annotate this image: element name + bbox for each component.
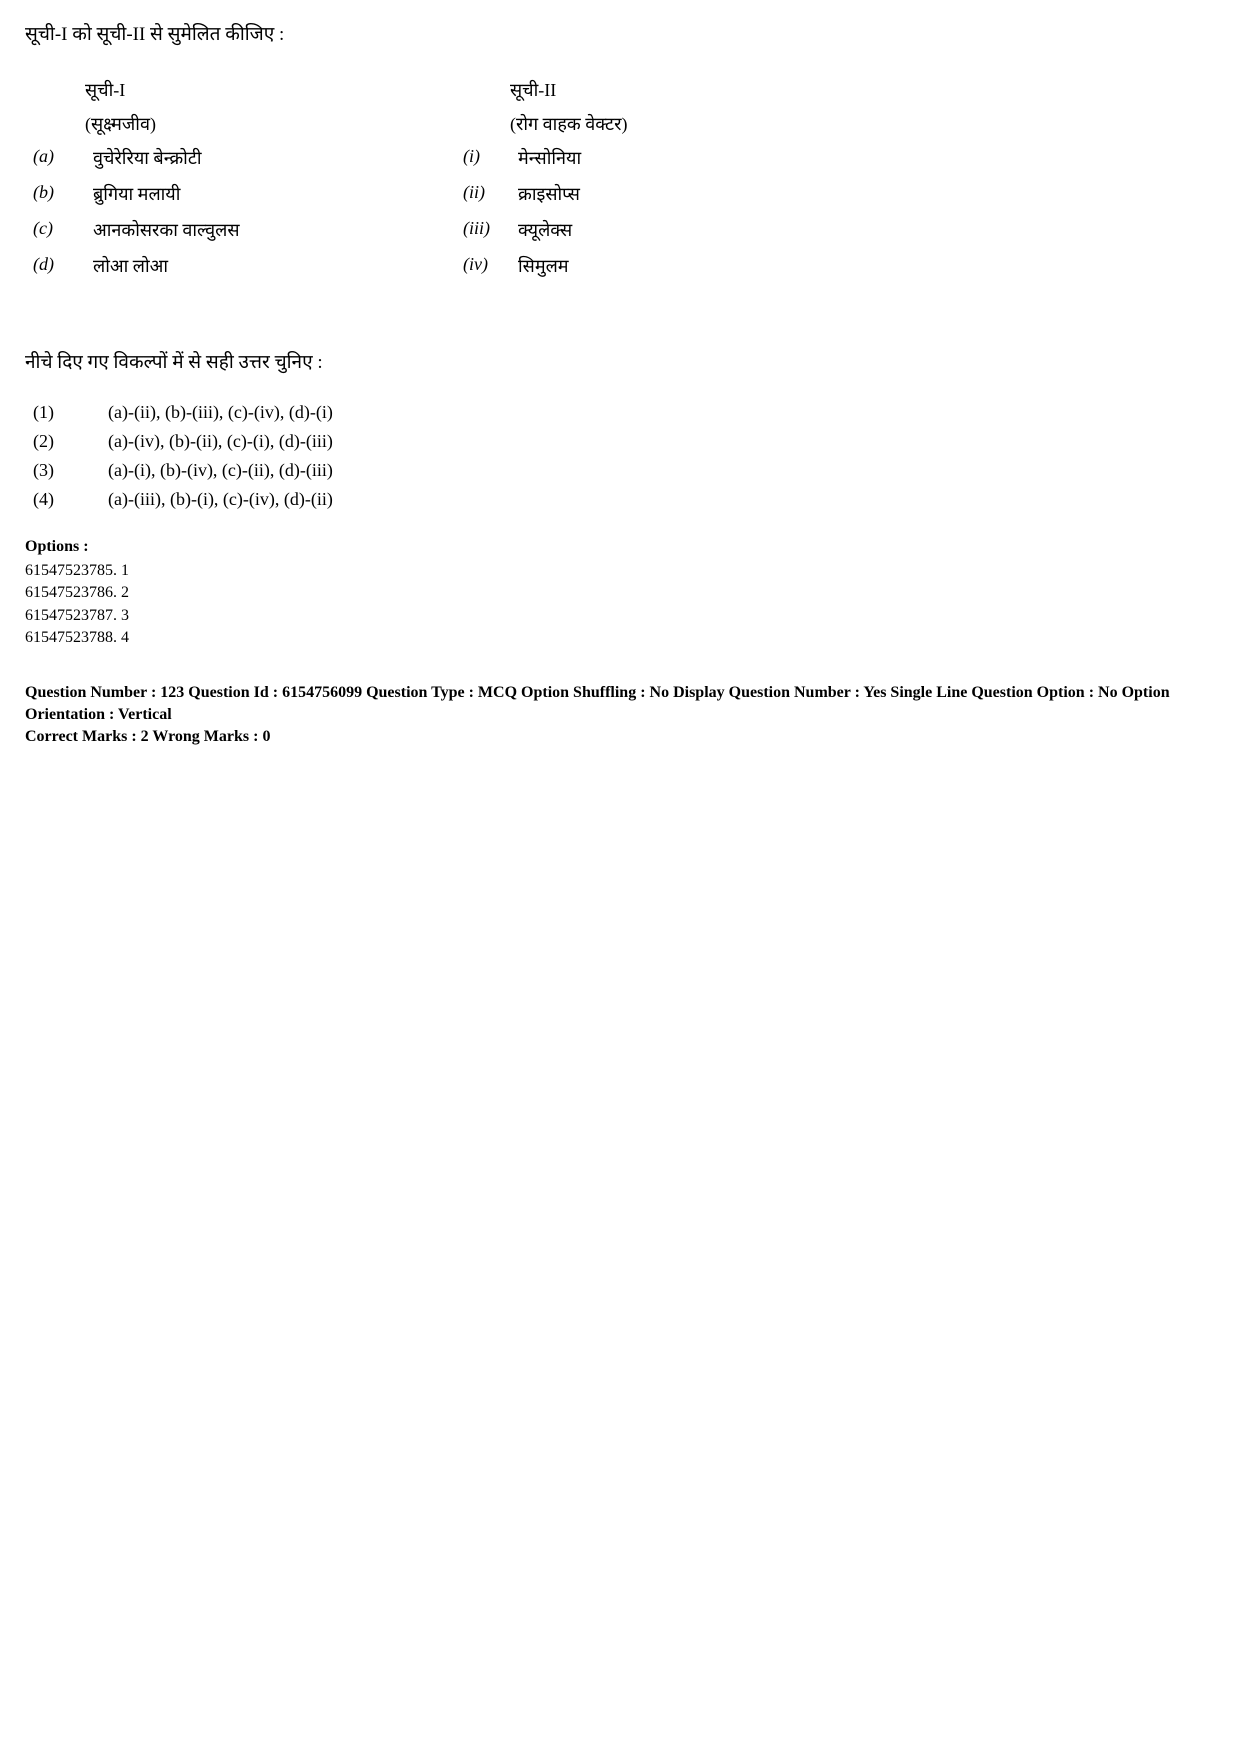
answer-text: (a)-(ii), (b)-(iii), (c)-(iv), (d)-(i) (108, 402, 1215, 423)
answer-row: (2) (a)-(iv), (b)-(ii), (c)-(i), (d)-(ii… (25, 431, 1215, 452)
right-label: (i) (463, 146, 518, 170)
right-text: सिमुलम (518, 254, 1215, 278)
answer-row: (1) (a)-(ii), (b)-(iii), (c)-(iv), (d)-(… (25, 402, 1215, 423)
options-heading: Options : (25, 538, 1215, 556)
right-label: (iii) (463, 218, 518, 242)
right-text: मेन्सोनिया (518, 146, 1215, 170)
answer-text: (a)-(i), (b)-(iv), (c)-(ii), (d)-(iii) (108, 460, 1215, 481)
match-row: (a) वुचेरेरिया बेन्क्रोटी (i) मेन्सोनिया (25, 146, 1215, 170)
option-line: 61547523788. 4 (25, 627, 1215, 649)
match-row: (c) आनकोसरका वाल्वुलस (iii) क्यूलेक्स (25, 218, 1215, 242)
answer-number: (3) (25, 460, 108, 481)
match-row: (b) ब्रुगिया मलायी (ii) क्राइसोप्स (25, 182, 1215, 206)
list2-subtitle: (रोग वाहक वेक्टर) (510, 112, 1215, 136)
option-line: 61547523786. 2 (25, 582, 1215, 604)
left-label: (a) (25, 146, 93, 170)
answer-row: (4) (a)-(iii), (b)-(i), (c)-(iv), (d)-(i… (25, 489, 1215, 510)
choose-instruction: नीचे दिए गए विकल्पों में से सही उत्तर चु… (25, 348, 1215, 374)
answer-options: (1) (a)-(ii), (b)-(iii), (c)-(iv), (d)-(… (25, 402, 1215, 510)
answer-text: (a)-(iv), (b)-(ii), (c)-(i), (d)-(iii) (108, 431, 1215, 452)
list1-title: सूची-I (85, 78, 455, 102)
right-label: (iv) (463, 254, 518, 278)
option-line: 61547523787. 3 (25, 605, 1215, 627)
list1-subtitle: (सूक्ष्मजीव) (85, 112, 455, 136)
left-label: (c) (25, 218, 93, 242)
right-text: क्यूलेक्स (518, 218, 1215, 242)
left-text: ब्रुगिया मलायी (93, 182, 463, 206)
left-text: लोआ लोआ (93, 254, 463, 278)
right-label: (ii) (463, 182, 518, 206)
answer-number: (2) (25, 431, 108, 452)
left-label: (d) (25, 254, 93, 278)
question-heading: सूची-I को सूची-II से सुमेलित कीजिए : (25, 20, 1215, 46)
answer-number: (1) (25, 402, 108, 423)
answer-number: (4) (25, 489, 108, 510)
question-meta: Question Number : 123 Question Id : 6154… (25, 682, 1215, 749)
meta-line-2: Correct Marks : 2 Wrong Marks : 0 (25, 726, 1215, 748)
right-text: क्राइसोप्स (518, 182, 1215, 206)
answer-row: (3) (a)-(i), (b)-(iv), (c)-(ii), (d)-(ii… (25, 460, 1215, 481)
list-subtitle-row: (सूक्ष्मजीव) (रोग वाहक वेक्टर) (25, 112, 1215, 136)
match-row: (d) लोआ लोआ (iv) सिमुलम (25, 254, 1215, 278)
meta-line-1: Question Number : 123 Question Id : 6154… (25, 682, 1215, 727)
match-section: सूची-I सूची-II (सूक्ष्मजीव) (रोग वाहक वे… (25, 78, 1215, 278)
list2-title: सूची-II (510, 78, 1215, 102)
left-label: (b) (25, 182, 93, 206)
left-text: आनकोसरका वाल्वुलस (93, 218, 463, 242)
answer-text: (a)-(iii), (b)-(i), (c)-(iv), (d)-(ii) (108, 489, 1215, 510)
option-line: 61547523785. 1 (25, 560, 1215, 582)
list-header-row: सूची-I सूची-II (25, 78, 1215, 102)
left-text: वुचेरेरिया बेन्क्रोटी (93, 146, 463, 170)
